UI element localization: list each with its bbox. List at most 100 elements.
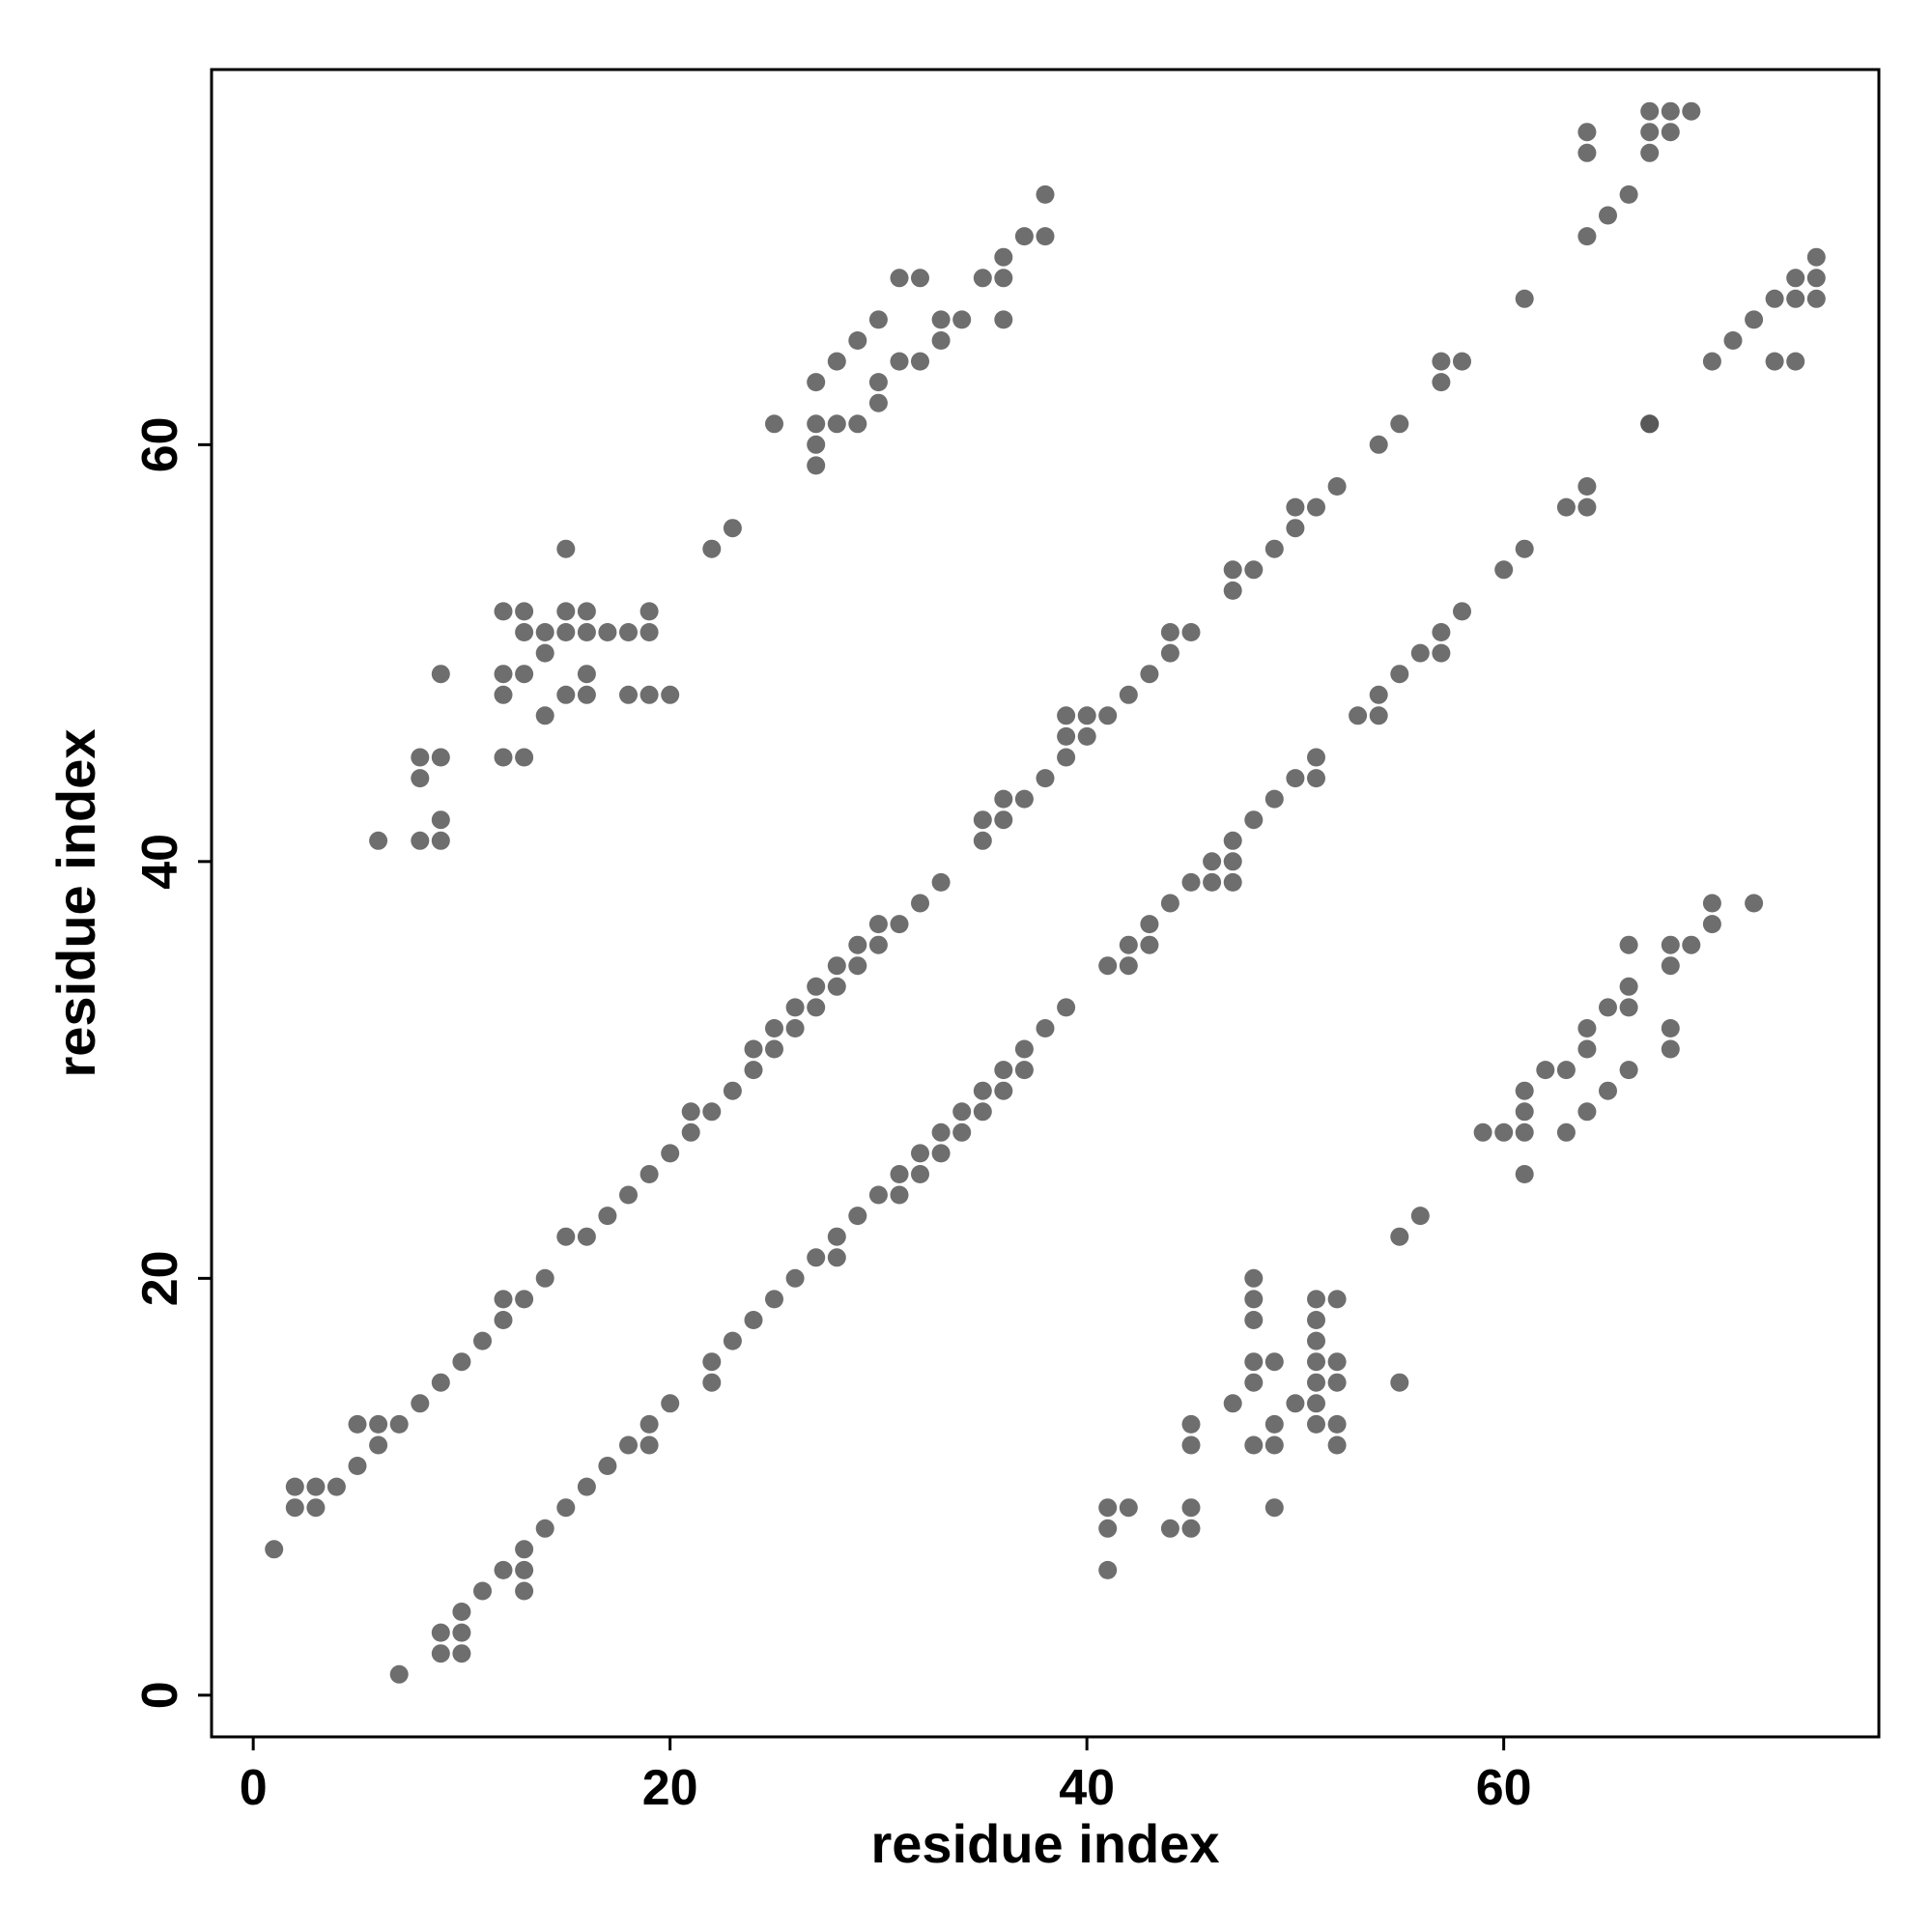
data-point [1160,643,1179,663]
data-point [1702,894,1721,913]
data-point [306,1477,326,1496]
x-axis-title: residue index [870,1813,1219,1874]
data-point [1515,1165,1534,1183]
data-point [515,665,534,684]
data-point [1515,1122,1534,1142]
data-point [1223,852,1242,871]
data-point [1432,352,1451,371]
data-point [911,1144,929,1163]
data-point [639,1165,659,1183]
y-tick-label: 60 [132,416,188,472]
data-point [535,643,554,663]
data-point [535,623,554,641]
y-tick-label: 0 [132,1681,188,1709]
data-point [1432,373,1451,392]
data-point [1181,623,1201,641]
data-point [1723,331,1743,350]
data-point [1223,1394,1242,1413]
data-point [1349,706,1368,725]
data-point [1453,602,1471,621]
data-point [868,915,888,934]
data-point [868,1185,888,1205]
data-point [327,1477,346,1496]
data-point [1119,935,1138,954]
data-point [1577,143,1597,162]
data-point [1577,477,1597,496]
data-point [369,1414,388,1434]
data-point [1806,269,1826,288]
data-point [639,685,659,704]
data-point [1494,1122,1514,1142]
data-point [973,1081,992,1100]
data-point [1098,1560,1118,1579]
data-point [556,1498,576,1518]
data-point [911,894,929,913]
data-point [1327,1352,1347,1372]
data-point [577,1477,596,1496]
data-point [1786,289,1805,308]
data-point [1286,769,1305,788]
data-point [1057,706,1076,725]
data-point [723,1331,742,1350]
data-point [807,414,826,434]
data-point [494,685,513,704]
data-point [1515,289,1534,308]
data-point [494,1560,513,1579]
data-point [1160,894,1179,913]
data-point [535,1268,554,1288]
data-point [1661,1019,1680,1037]
data-point [494,748,513,767]
data-point [807,373,826,392]
data-point [868,310,888,329]
data-point [994,1061,1013,1080]
data-point [848,935,867,954]
data-point [994,247,1013,267]
data-point [1098,1519,1118,1538]
data-point [1577,1039,1597,1059]
data-point [994,789,1013,809]
data-point [639,1414,659,1434]
data-point [868,935,888,954]
data-point [1307,1394,1325,1413]
data-point [494,1311,513,1329]
data-point [389,1414,409,1434]
data-point [1390,1227,1409,1246]
data-point [1223,831,1242,850]
data-point [431,748,450,767]
data-point [931,1122,951,1142]
data-point [431,810,450,830]
data-point [1244,1268,1264,1288]
data-point [1577,1102,1597,1122]
data-point [1745,310,1764,329]
data-point [1098,956,1118,976]
data-point [1119,1498,1138,1518]
data-point [1640,101,1660,121]
data-point [494,1290,513,1309]
data-point [1307,1331,1325,1350]
data-point [827,956,846,976]
data-point [1661,123,1680,142]
data-point [1640,123,1660,142]
data-point [1577,497,1597,517]
data-point [411,748,430,767]
data-point [348,1457,367,1475]
data-point [452,1644,471,1663]
data-point [619,623,638,641]
data-point [1307,1414,1325,1434]
data-point [1181,1519,1201,1538]
data-point [1536,1061,1555,1080]
data-point [452,1352,471,1372]
data-point [1244,1373,1264,1392]
data-point [1599,998,1617,1017]
data-point [1432,623,1451,641]
data-point [535,1519,554,1538]
data-point [306,1498,326,1518]
data-point [827,977,846,996]
data-point [661,1394,680,1413]
data-point [1369,685,1388,704]
data-point [827,1248,846,1267]
data-point [1223,872,1242,892]
plot-frame [210,68,1881,1739]
data-point [1077,706,1096,725]
data-point [577,1227,596,1246]
